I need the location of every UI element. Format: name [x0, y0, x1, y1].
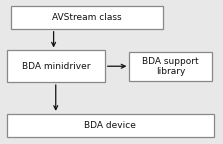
FancyBboxPatch shape	[7, 114, 214, 137]
FancyBboxPatch shape	[11, 6, 163, 29]
Text: BDA minidriver: BDA minidriver	[21, 62, 90, 71]
Text: BDA support
library: BDA support library	[142, 57, 199, 76]
FancyBboxPatch shape	[7, 50, 105, 82]
FancyBboxPatch shape	[129, 52, 212, 81]
Text: AVStream class: AVStream class	[52, 13, 122, 22]
Text: BDA device: BDA device	[85, 121, 136, 130]
